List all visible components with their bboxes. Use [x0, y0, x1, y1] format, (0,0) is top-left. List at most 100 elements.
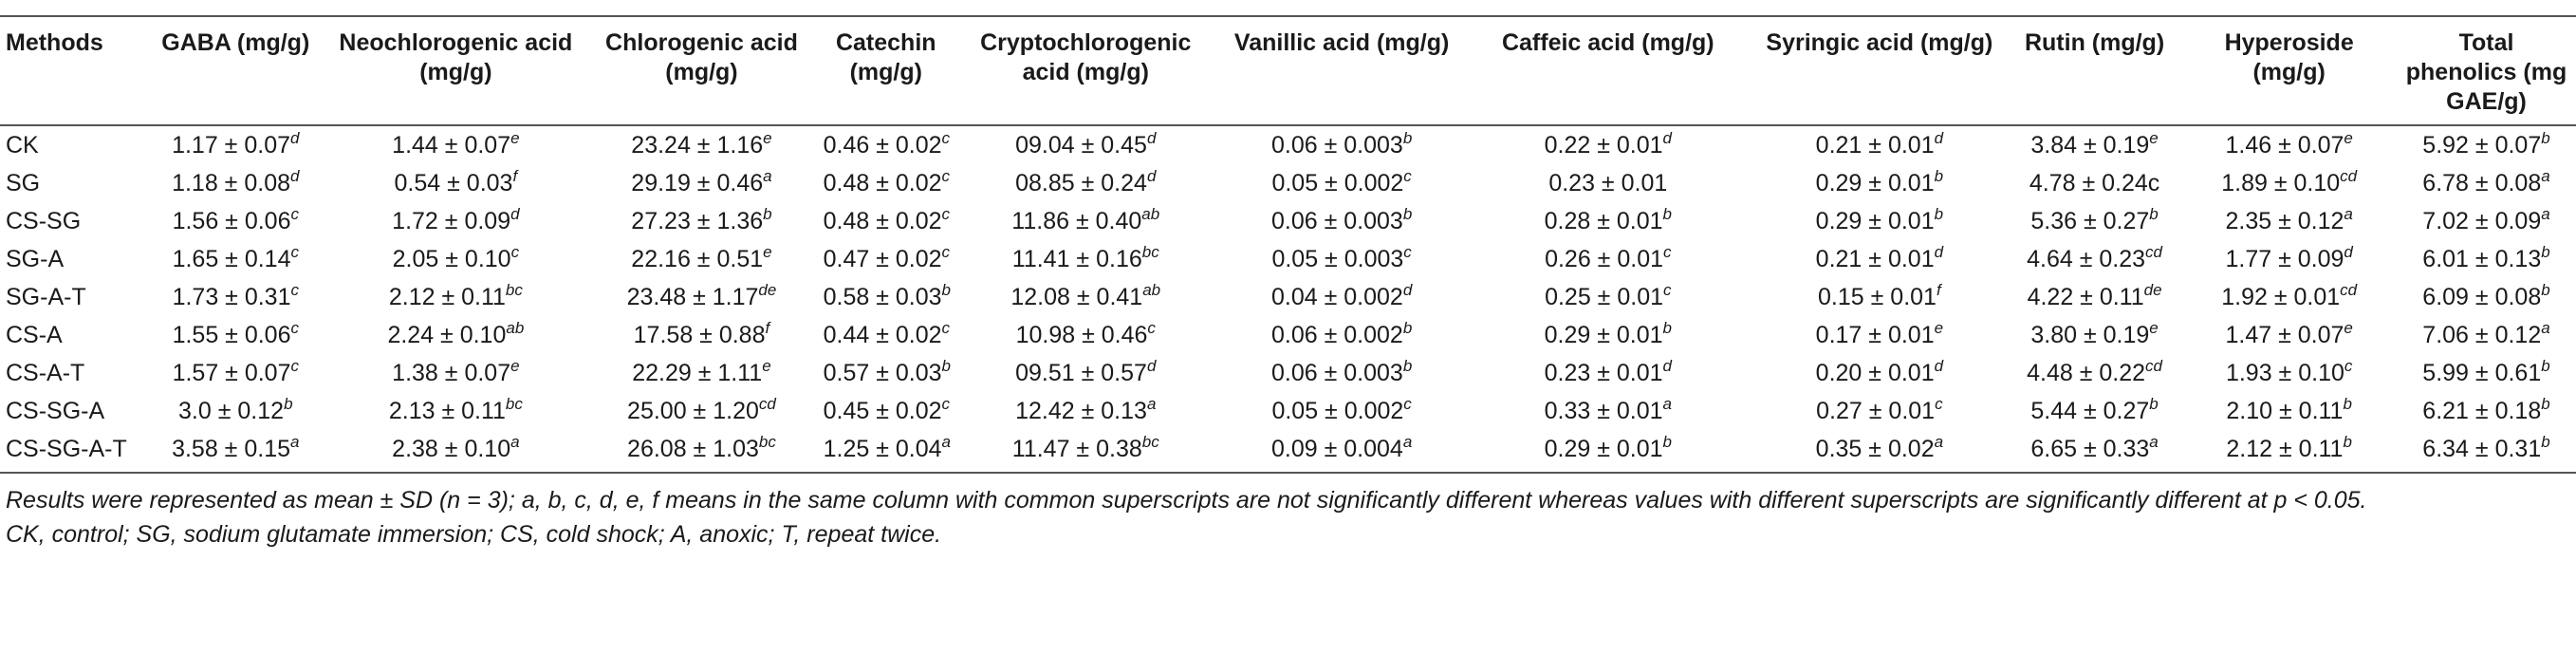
significance-superscript: b [1662, 204, 1672, 223]
significance-superscript: a [290, 432, 300, 451]
value-cell: 11.41 ± 0.16bc [953, 240, 1219, 278]
value-text: 0.06 ± 0.002 [1270, 321, 1403, 348]
value-cell: 1.56 ± 0.06c [143, 202, 327, 240]
value-cell: 0.20 ± 0.01d [1751, 354, 2008, 392]
value-text: 0.15 ± 0.01 [1818, 283, 1937, 310]
significance-superscript: b [1934, 166, 1944, 185]
value-text: 26.08 ± 1.03 [627, 435, 759, 462]
significance-superscript: a [941, 432, 951, 451]
value-cell: 0.04 ± 0.002d [1219, 278, 1465, 316]
significance-superscript: b [1402, 204, 1413, 223]
significance-superscript: d [510, 204, 520, 223]
value-cell: 5.44 ± 0.27b [2008, 392, 2182, 430]
value-text: 0.04 ± 0.002 [1270, 283, 1403, 310]
significance-superscript: ab [1142, 280, 1161, 299]
value-text: 1.93 ± 0.10 [2225, 359, 2344, 386]
value-text: 1.72 ± 0.09 [392, 207, 511, 234]
value-text: 1.56 ± 0.06 [172, 207, 291, 234]
significance-superscript: a [2541, 166, 2550, 185]
value-cell: 1.73 ± 0.31c [143, 278, 327, 316]
value-cell: 1.57 ± 0.07c [143, 354, 327, 392]
value-cell: 1.65 ± 0.14c [143, 240, 327, 278]
method-cell: CS-SG [6, 207, 82, 234]
value-text: 1.18 ± 0.08 [172, 169, 291, 196]
value-cell: 09.51 ± 0.57d [953, 354, 1219, 392]
col-header: Rutin (mg/g) [2007, 16, 2182, 126]
value-text: 0.06 ± 0.003 [1270, 359, 1403, 386]
value-cell: 08.85 ± 0.24d [953, 164, 1219, 202]
significance-superscript: c [290, 356, 300, 375]
value-text: 10.98 ± 0.46 [1015, 321, 1148, 348]
value-cell: 1.92 ± 0.01cd [2181, 278, 2397, 316]
col-header: Caffeic acid (mg/g) [1464, 16, 1751, 126]
value-text: 0.27 ± 0.01 [1816, 397, 1936, 424]
value-text: 2.12 ± 0.11 [388, 283, 506, 310]
significance-superscript: a [2541, 204, 2550, 223]
value-cell: 23.24 ± 1.16e [584, 125, 819, 164]
col-header: Syringic acid (mg/g) [1751, 16, 2008, 126]
value-text: 12.08 ± 0.41 [1010, 283, 1143, 310]
value-cell: 0.48 ± 0.02c [820, 164, 953, 202]
value-cell: 1.47 ± 0.07e [2181, 316, 2397, 354]
table-row: SG-A 1.65 ± 0.14c 2.05 ± 0.10c 22.16 ± 0.51… [0, 240, 2576, 278]
value-text: 0.54 ± 0.03 [394, 169, 513, 196]
value-cell: 0.45 ± 0.02c [820, 392, 953, 430]
significance-superscript: b [763, 204, 772, 223]
value-cell: 0.06 ± 0.002b [1219, 316, 1465, 354]
table-row: CS-SG-A 3.0 ± 0.12b 2.13 ± 0.11bc 25.00 ± 1… [0, 392, 2576, 430]
significance-superscript: e [2149, 128, 2159, 147]
significance-superscript: bc [505, 394, 523, 413]
col-header: Hyperoside (mg/g) [2181, 16, 2398, 126]
significance-superscript: d [1146, 128, 1157, 147]
table-row: SG-A-T 1.73 ± 0.31c 2.12 ± 0.11bc 23.48 ± 1… [0, 278, 2576, 316]
significance-superscript: e [763, 242, 772, 261]
significance-superscript: de [2143, 280, 2162, 299]
significance-superscript: d [1662, 356, 1672, 375]
value-text: 0.44 ± 0.02 [823, 321, 942, 348]
value-cell: 2.12 ± 0.11bc [327, 278, 584, 316]
significance-superscript: c [941, 318, 951, 337]
value-cell: 0.29 ± 0.01b [1751, 202, 2008, 240]
value-cell: 0.29 ± 0.01b [1464, 430, 1751, 474]
value-text: 1.25 ± 0.04 [823, 435, 942, 462]
value-cell: 2.24 ± 0.10ab [327, 316, 584, 354]
significance-superscript: c [510, 242, 520, 261]
value-cell: 0.44 ± 0.02c [820, 316, 953, 354]
value-cell: 1.77 ± 0.09d [2181, 240, 2397, 278]
value-text: 1.46 ± 0.07 [2225, 131, 2344, 159]
significance-superscript: d [290, 166, 300, 185]
value-cell: 1.72 ± 0.09d [327, 202, 584, 240]
value-text: 0.28 ± 0.01 [1544, 207, 1663, 234]
value-cell: 12.08 ± 0.41ab [953, 278, 1219, 316]
significance-superscript: c [2344, 356, 2353, 375]
value-cell: 0.26 ± 0.01c [1465, 240, 1751, 278]
value-text: 0.58 ± 0.03 [823, 283, 942, 310]
value-cell: 6.34 ± 0.31b [2397, 430, 2576, 474]
value-cell: 10.98 ± 0.46c [953, 316, 1219, 354]
significance-superscript: d [1662, 128, 1672, 147]
method-cell: CS-A-T [6, 359, 85, 386]
value-cell: 4.78 ± 0.24c [2008, 164, 2182, 202]
value-text: 0.20 ± 0.01 [1815, 359, 1935, 386]
significance-superscript: cd [2145, 242, 2163, 261]
col-header: Cryptochlorogenic acid (mg/g) [952, 16, 1219, 126]
significance-superscript: e [510, 356, 520, 375]
significance-superscript: cd [2340, 166, 2358, 185]
significance-superscript: a [1662, 394, 1672, 413]
value-text: 0.48 ± 0.02 [823, 169, 942, 196]
value-cell: 2.10 ± 0.11b [2181, 392, 2397, 430]
value-text: 1.44 ± 0.07 [392, 131, 511, 159]
value-text: 0.29 ± 0.01 [1815, 207, 1935, 234]
value-text: 6.21 ± 0.18 [2422, 397, 2542, 424]
value-text: 3.84 ± 0.19 [2030, 131, 2150, 159]
value-text: 22.29 ± 1.11 [632, 359, 763, 386]
method-cell: CS-SG-A [6, 397, 105, 424]
value-text: 0.05 ± 0.002 [1271, 169, 1404, 196]
value-text: 0.29 ± 0.01 [1815, 169, 1935, 196]
significance-superscript: f [1936, 280, 1941, 299]
value-cell: 4.48 ± 0.22cd [2008, 354, 2182, 392]
value-cell: 1.89 ± 0.10cd [2181, 164, 2397, 202]
value-text: 0.26 ± 0.01 [1545, 245, 1664, 272]
method-cell: SG [6, 169, 41, 196]
value-cell: 1.55 ± 0.06c [143, 316, 327, 354]
